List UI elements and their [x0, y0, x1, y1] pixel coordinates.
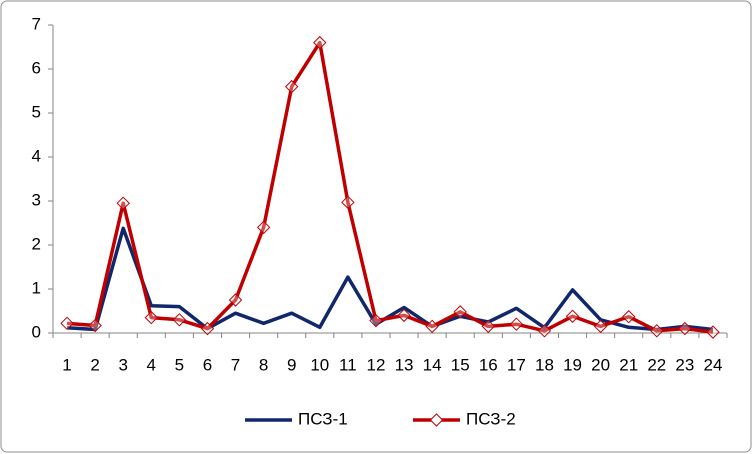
- y-tick-label: 2: [32, 234, 41, 253]
- series-line: [66, 226, 714, 332]
- x-tick-label: 10: [310, 355, 329, 374]
- point-marker: [706, 325, 720, 339]
- point-marker: [172, 313, 187, 327]
- x-tick-label: 7: [231, 355, 240, 374]
- x-tick-label: 14: [423, 355, 442, 374]
- x-tick-label: 20: [591, 355, 610, 374]
- point-marker: [369, 313, 383, 328]
- x-tick-label: 16: [479, 355, 498, 374]
- point-marker: [678, 321, 692, 336]
- point-marker: [593, 319, 608, 334]
- point-marker: [285, 79, 299, 94]
- y-tick-label: 6: [32, 58, 41, 77]
- x-tick-label: 15: [451, 355, 470, 374]
- y-tick-label: 3: [32, 190, 41, 209]
- point-marker: [88, 318, 102, 333]
- x-tick-label: 4: [147, 355, 156, 374]
- x-tick-label: 1: [62, 355, 71, 374]
- x-tick-label: 19: [563, 355, 582, 374]
- point-marker: [228, 293, 243, 307]
- x-tick-label: 13: [395, 355, 414, 374]
- point-marker: [313, 35, 327, 50]
- x-tick-label: 17: [507, 355, 526, 374]
- legend-label: ПСЗ-2: [466, 409, 516, 428]
- point-marker: [116, 196, 130, 210]
- point-marker: [622, 310, 636, 324]
- point-marker: [397, 308, 411, 323]
- x-tick-label: 6: [203, 355, 212, 374]
- point-marker: [481, 319, 495, 334]
- x-tick-label: 18: [535, 355, 554, 374]
- y-tick-label: 5: [32, 102, 41, 121]
- x-tick-label: 12: [366, 355, 385, 374]
- x-tick-label: 8: [259, 355, 268, 374]
- point-marker: [200, 321, 215, 336]
- x-tick-label: 24: [703, 355, 722, 374]
- point-marker: [144, 310, 158, 325]
- y-tick-label: 4: [32, 146, 41, 165]
- y-tick-label: 7: [32, 14, 41, 33]
- legend-label: ПСЗ-1: [298, 409, 348, 428]
- x-tick-label: 21: [619, 355, 638, 374]
- x-tick-label: 3: [118, 355, 127, 374]
- point-marker: [425, 319, 439, 334]
- point-marker: [341, 195, 355, 210]
- point-marker: [509, 317, 524, 331]
- y-tick-label: 1: [32, 278, 41, 297]
- x-tick-label: 23: [675, 355, 694, 374]
- legend-marker: [429, 413, 444, 427]
- x-tick-label: 9: [287, 355, 296, 374]
- y-tick-label: 0: [32, 322, 41, 341]
- x-tick-label: 22: [647, 355, 666, 374]
- point-marker: [650, 324, 664, 338]
- x-tick-label: 5: [175, 355, 184, 374]
- point-marker: [60, 316, 74, 331]
- x-tick-label: 2: [90, 355, 99, 374]
- x-tick-label: 11: [339, 355, 357, 374]
- point-marker: [537, 324, 552, 338]
- point-marker: [256, 220, 271, 235]
- point-marker: [565, 309, 580, 323]
- point-marker: [453, 305, 467, 319]
